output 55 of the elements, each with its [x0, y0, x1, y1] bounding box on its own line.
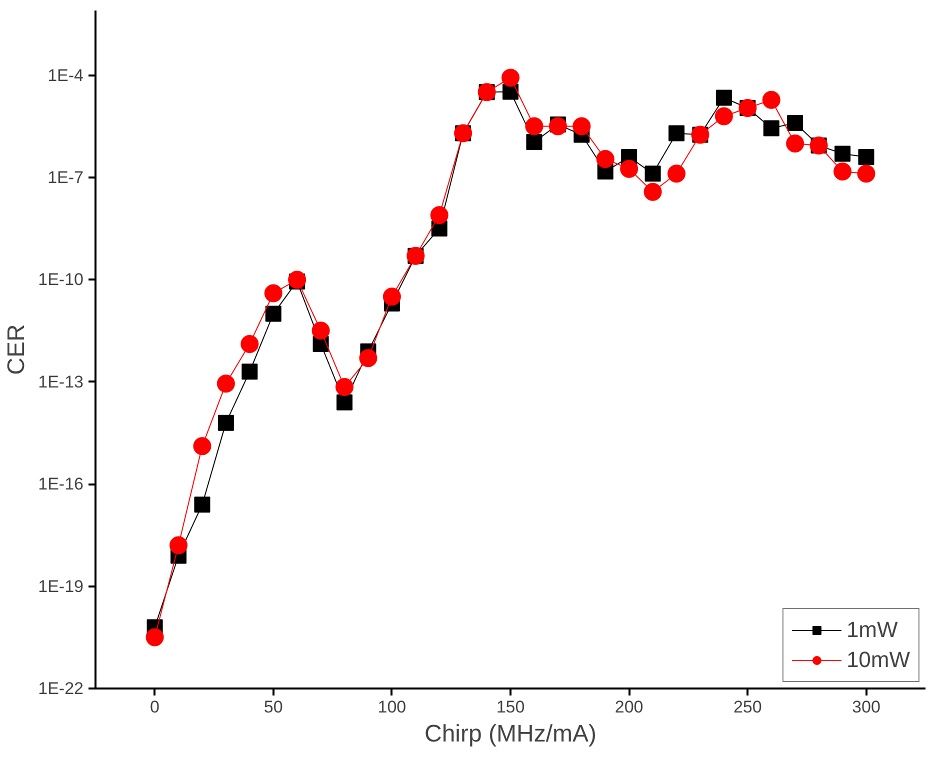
- point: [857, 164, 876, 183]
- legend-label: 10mW: [846, 647, 910, 673]
- point: [572, 117, 591, 136]
- x-tick-label: 200: [614, 698, 644, 716]
- x-axis-title: Chirp (MHz/mA): [424, 720, 596, 748]
- point: [668, 125, 684, 142]
- point: [218, 414, 234, 431]
- y-tick-label: 1E-7: [48, 168, 84, 188]
- x-tick-label: 300: [852, 698, 880, 716]
- point: [834, 146, 850, 162]
- point: [525, 117, 544, 136]
- point: [644, 166, 661, 182]
- point: [264, 284, 282, 302]
- point: [787, 114, 804, 131]
- y-tick-label: 1E-19: [38, 576, 84, 596]
- point: [240, 334, 259, 353]
- point: [288, 270, 306, 289]
- point: [763, 120, 780, 136]
- x-tick-label: 50: [264, 698, 283, 716]
- y-tick-label: 1E-4: [48, 66, 84, 85]
- x-tick-label: 100: [378, 698, 406, 716]
- x-tick-label: 250: [733, 698, 762, 716]
- point: [242, 364, 258, 380]
- point: [644, 182, 662, 201]
- point: [382, 288, 401, 306]
- point: [502, 68, 520, 87]
- y-tick-label: 1E-16: [38, 474, 84, 494]
- legend-label: 1mW: [846, 617, 898, 643]
- y-tick-label: 1E-22: [38, 679, 84, 698]
- point: [668, 164, 686, 183]
- point: [194, 496, 210, 513]
- point: [858, 149, 874, 166]
- point: [336, 394, 352, 410]
- point: [359, 349, 378, 368]
- point: [265, 306, 282, 322]
- point: [170, 536, 188, 554]
- point: [336, 378, 354, 396]
- y-axis-title: CER: [3, 324, 30, 375]
- point: [834, 162, 852, 181]
- y-tick-label: 1E-13: [38, 372, 84, 392]
- y-tick-label: 1E-10: [38, 270, 84, 290]
- point: [716, 90, 732, 106]
- point: [146, 628, 164, 646]
- point: [762, 90, 780, 109]
- point: [714, 107, 733, 126]
- point: [193, 437, 212, 456]
- point: [596, 150, 614, 168]
- point: [312, 322, 330, 340]
- point: [526, 134, 542, 150]
- point: [786, 134, 804, 152]
- x-tick-label: 0: [150, 698, 160, 716]
- point: [216, 374, 235, 393]
- point: [620, 160, 638, 178]
- x-tick-label: 150: [496, 698, 525, 716]
- point: [430, 206, 448, 224]
